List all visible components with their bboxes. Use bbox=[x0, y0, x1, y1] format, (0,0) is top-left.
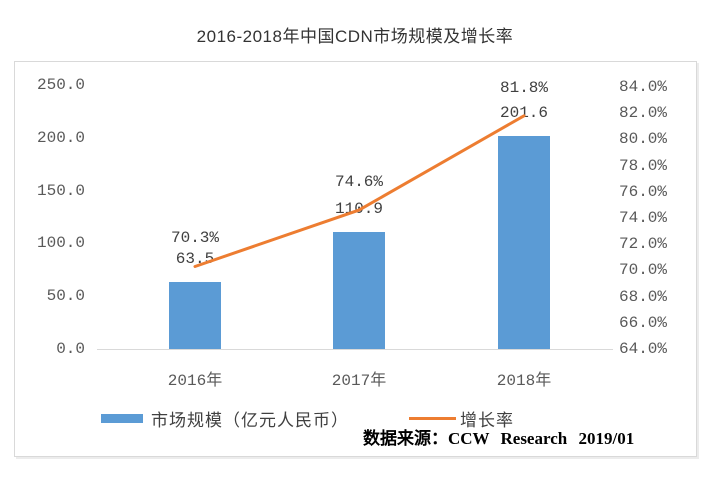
y-axis-right-tick: 72.0% bbox=[619, 235, 668, 254]
y-axis-left-tick: 250.0 bbox=[36, 76, 85, 94]
line-value-label: 81.8% bbox=[499, 78, 549, 97]
y-axis-left-tick: 100.0 bbox=[36, 234, 85, 253]
y-axis-left-tick: 150.0 bbox=[36, 181, 85, 200]
y-axis-right-tick: 84.0% bbox=[619, 78, 668, 96]
chart-box: 0.0 50.0 100.0 150.0 200.0 250.0 64.0% 66.0% 68.… bbox=[14, 61, 697, 457]
y-axis-right-tick: 68.0% bbox=[619, 287, 668, 306]
bar-value-label: 201.6 bbox=[499, 104, 549, 123]
y-axis-left-tick: 50.0 bbox=[46, 287, 85, 306]
line-swatch-icon bbox=[409, 416, 456, 420]
y-axis-right-tick: 70.0% bbox=[619, 261, 668, 280]
market-size-bar bbox=[498, 136, 550, 349]
legend-item-growth-rate: 增长率 bbox=[409, 406, 514, 430]
x-axis-category-label: 2016年 bbox=[167, 372, 223, 390]
y-axis-right-tick: 80.0% bbox=[619, 130, 668, 149]
y-axis-right-tick: 78.0% bbox=[619, 156, 668, 175]
y-axis-left-tick: 200.0 bbox=[36, 128, 85, 147]
y-axis-right-tick: 74.0% bbox=[619, 209, 668, 227]
market-size-bar bbox=[333, 231, 385, 349]
chart-legend: 市场规模（亿元人民币） 增长率 bbox=[15, 406, 696, 430]
line-value-label: 74.6% bbox=[334, 173, 384, 192]
bar-swatch-icon bbox=[101, 413, 143, 423]
legend-label-growth-rate: 增长率 bbox=[460, 410, 514, 430]
x-axis-line bbox=[97, 349, 613, 350]
y-axis-right-tick: 76.0% bbox=[619, 182, 668, 201]
y-axis-right-tick: 66.0% bbox=[619, 313, 668, 332]
y-axis-right-tick: 64.0% bbox=[619, 340, 668, 358]
x-axis-category-label: 2017年 bbox=[331, 372, 387, 390]
bar-value-label: 63.5 bbox=[175, 249, 215, 268]
legend-label-market-size: 市场规模（亿元人民币） bbox=[151, 410, 349, 430]
x-axis-category-label: 2018年 bbox=[496, 372, 552, 390]
market-size-bar bbox=[169, 281, 221, 349]
chart-title: 2016-2018年中国CDN市场规模及增长率 bbox=[196, 27, 514, 46]
legend-item-market-size: 市场规模（亿元人民币） bbox=[101, 406, 349, 430]
bar-value-label: 110.9 bbox=[334, 199, 384, 218]
y-axis-left-tick: 0.0 bbox=[56, 340, 85, 358]
line-value-label: 70.3% bbox=[170, 229, 220, 248]
y-axis-right-tick: 82.0% bbox=[619, 104, 668, 123]
data-source-note: 数据来源：CCW Research 2019/01 bbox=[363, 429, 635, 448]
